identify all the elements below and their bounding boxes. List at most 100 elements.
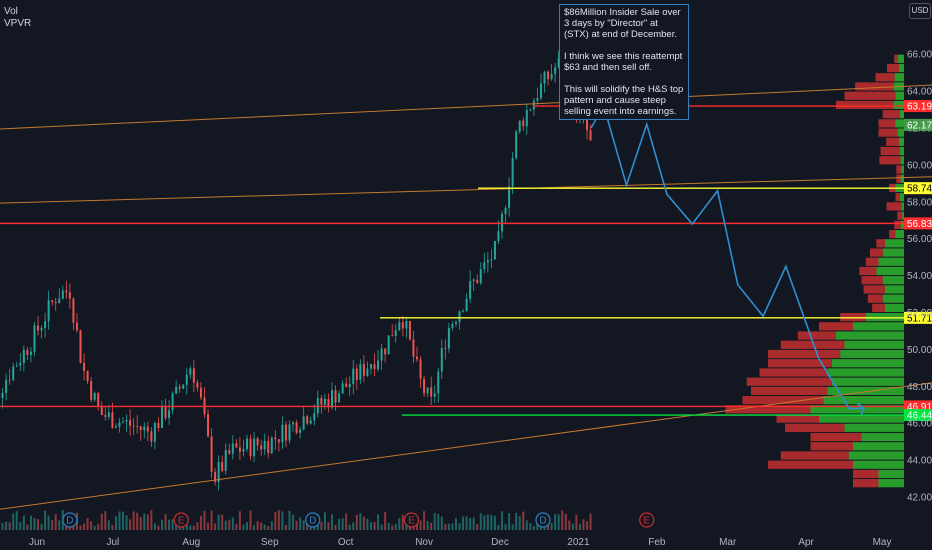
candle-body bbox=[380, 348, 383, 361]
candle-body bbox=[189, 368, 192, 375]
candle-body bbox=[178, 386, 181, 389]
dividend-marker bbox=[305, 512, 321, 528]
volume-bar bbox=[107, 520, 110, 530]
candle-body bbox=[451, 323, 454, 328]
vp-up-bar bbox=[895, 229, 904, 239]
candle-body bbox=[447, 327, 450, 349]
volume-profile bbox=[725, 54, 904, 488]
candle-body bbox=[398, 322, 401, 331]
level-label: 46.44 bbox=[907, 411, 932, 422]
vp-down-bar bbox=[886, 137, 899, 146]
level-label-bg bbox=[904, 311, 932, 324]
volume-bar bbox=[221, 514, 224, 530]
volume-bar bbox=[490, 514, 493, 530]
volume-bar bbox=[139, 517, 142, 530]
candle-body bbox=[256, 438, 259, 446]
vp-down-bar bbox=[867, 294, 883, 303]
candle-body bbox=[40, 327, 43, 331]
currency-badge[interactable]: USD bbox=[909, 3, 931, 19]
vp-down-bar bbox=[861, 276, 883, 285]
vp-up-bar bbox=[878, 479, 904, 488]
y-tick-label: 50.00 bbox=[907, 345, 932, 356]
volume-bar bbox=[362, 516, 365, 530]
candle-body bbox=[160, 406, 163, 428]
vp-up-bar bbox=[827, 368, 904, 377]
volume-bar bbox=[486, 514, 489, 530]
candle-body bbox=[8, 379, 11, 381]
vp-up-bar bbox=[895, 91, 904, 100]
candle-body bbox=[345, 383, 348, 388]
candle-body bbox=[486, 260, 489, 263]
vp-up-bar bbox=[901, 165, 904, 174]
volume-bar bbox=[192, 525, 195, 530]
candle-body bbox=[387, 335, 390, 355]
vp-down-bar bbox=[751, 386, 828, 396]
legend-vpvr[interactable]: VPVR bbox=[4, 18, 32, 29]
legend-vol[interactable]: Vol bbox=[4, 6, 18, 17]
candle-body bbox=[65, 290, 68, 293]
volume-bar bbox=[522, 511, 525, 530]
candle-body bbox=[164, 406, 167, 419]
volume-bar bbox=[320, 521, 323, 530]
volume-bar bbox=[323, 512, 326, 530]
annotation-note[interactable]: $86Million Insider Sale over 3 days by "… bbox=[559, 4, 689, 120]
vp-down-bar bbox=[819, 322, 853, 331]
volume-bar bbox=[578, 523, 581, 530]
volume-bar bbox=[281, 511, 284, 530]
candle-body bbox=[37, 325, 40, 331]
vp-down-bar bbox=[853, 479, 879, 488]
candle-body bbox=[539, 83, 542, 99]
volume-bar bbox=[164, 514, 167, 530]
candle-body bbox=[281, 424, 284, 443]
volume-bar bbox=[79, 525, 82, 530]
volume-bar bbox=[249, 510, 252, 530]
candle-body bbox=[518, 120, 521, 132]
dividend-marker-letter: D bbox=[66, 516, 73, 527]
candle-body bbox=[472, 279, 475, 281]
vp-up-bar bbox=[819, 414, 904, 423]
candle-body bbox=[362, 363, 365, 376]
vp-down-bar bbox=[797, 331, 836, 340]
candle-body bbox=[515, 131, 518, 159]
vp-down-bar bbox=[768, 359, 832, 368]
vp-up-bar bbox=[861, 432, 904, 442]
volume-bar bbox=[451, 523, 454, 530]
vp-up-bar bbox=[878, 469, 904, 479]
volume-bar bbox=[292, 514, 295, 530]
candle-body bbox=[408, 321, 411, 340]
vp-up-bar bbox=[894, 73, 904, 82]
volume-bar bbox=[93, 525, 96, 530]
volume-bar bbox=[589, 513, 592, 530]
trendline bbox=[0, 84, 932, 130]
level-label-bg bbox=[904, 217, 932, 230]
volume-bar bbox=[203, 510, 206, 530]
volume-bar bbox=[171, 519, 174, 530]
vp-down-bar bbox=[896, 165, 902, 174]
vp-down-bar bbox=[895, 193, 900, 202]
candle-body bbox=[295, 422, 298, 433]
volume-bar bbox=[33, 518, 36, 530]
volume-bar bbox=[582, 519, 585, 530]
candle-body bbox=[309, 420, 312, 424]
volume-bar bbox=[114, 516, 117, 530]
volume-bar bbox=[37, 518, 40, 530]
volume-bar bbox=[355, 514, 358, 530]
candle-body bbox=[245, 438, 248, 450]
vp-down-bar bbox=[725, 405, 811, 414]
candle-body bbox=[54, 302, 57, 304]
candle-body bbox=[458, 311, 461, 323]
vp-down-bar bbox=[894, 54, 898, 63]
volume-bar bbox=[334, 524, 337, 530]
level-label: 51.71 bbox=[907, 313, 932, 324]
time-axis[interactable]: JunJulAugSepOctNovDec2021FebMarAprMayJun bbox=[29, 537, 932, 548]
vp-down-bar bbox=[859, 266, 877, 276]
volume-bar bbox=[394, 524, 397, 530]
vp-down-bar bbox=[855, 82, 894, 91]
volume-bar bbox=[401, 514, 404, 530]
candle-body bbox=[1, 392, 4, 399]
trendline bbox=[0, 176, 932, 204]
price-axis[interactable]: 42.00 44.00 46.00 48.00 50.00 52.00 54.00 56.00… bbox=[904, 0, 932, 550]
candle-body bbox=[93, 393, 96, 400]
